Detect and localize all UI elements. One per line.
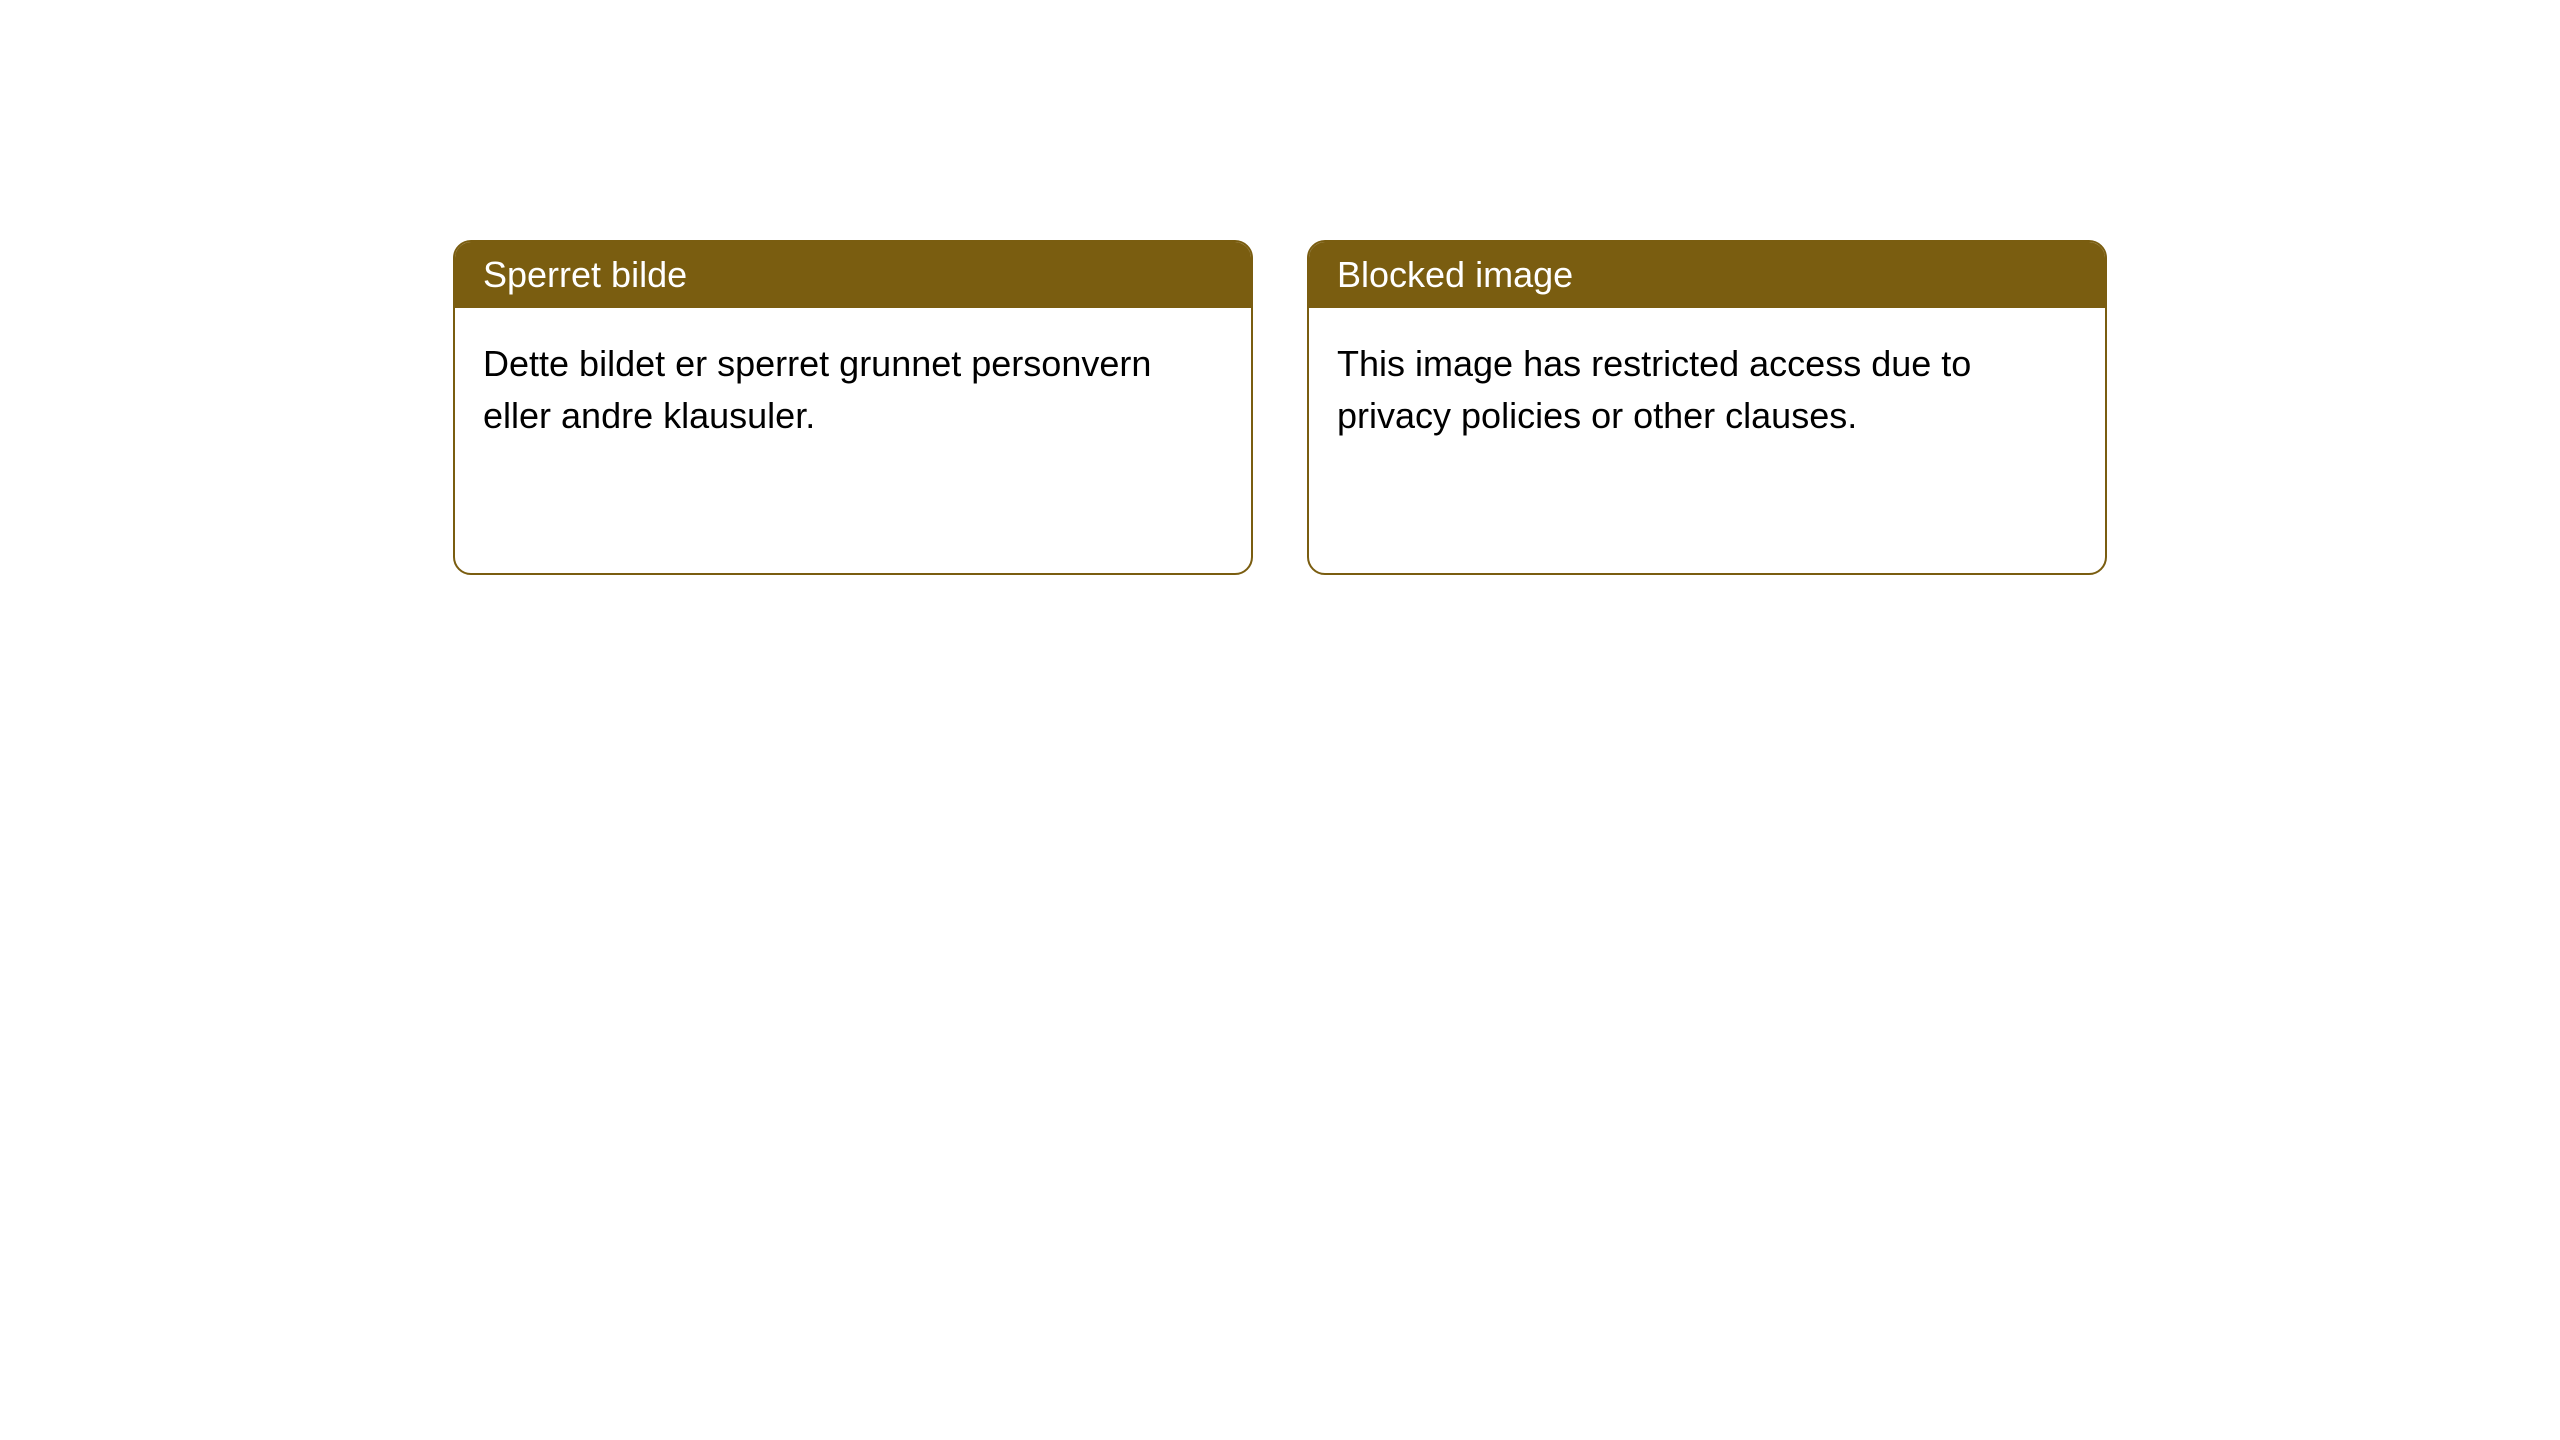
notice-header-english: Blocked image xyxy=(1309,242,2105,308)
notice-card-english: Blocked image This image has restricted … xyxy=(1307,240,2107,575)
notice-header-norwegian: Sperret bilde xyxy=(455,242,1251,308)
notice-cards-container: Sperret bilde Dette bildet er sperret gr… xyxy=(453,240,2107,575)
notice-body-norwegian: Dette bildet er sperret grunnet personve… xyxy=(455,308,1251,472)
notice-body-english: This image has restricted access due to … xyxy=(1309,308,2105,472)
notice-card-norwegian: Sperret bilde Dette bildet er sperret gr… xyxy=(453,240,1253,575)
